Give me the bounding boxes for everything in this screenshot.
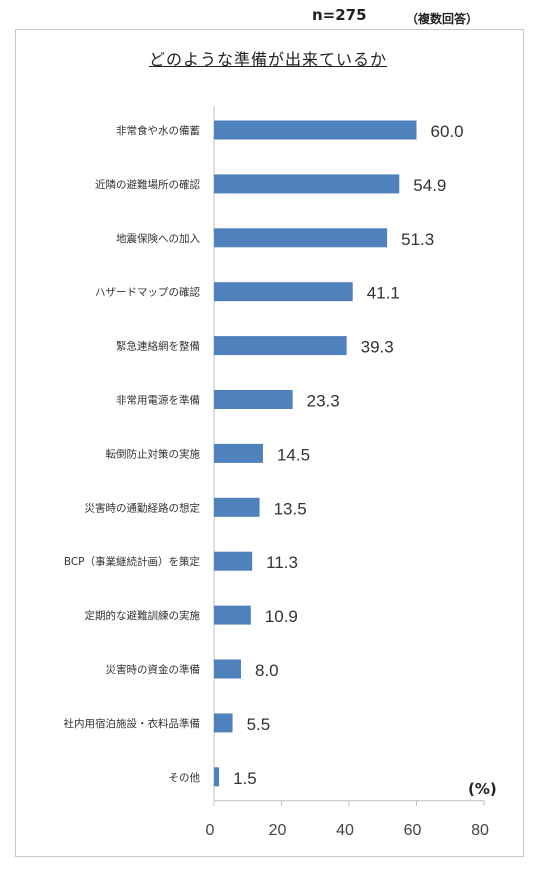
x-tick-label: 80 [471, 822, 489, 839]
value-label: 23.3 [307, 392, 340, 411]
bar [214, 443, 263, 463]
bar [214, 659, 241, 679]
x-tick-label: 0 [206, 822, 215, 839]
value-label: 54.9 [413, 176, 446, 195]
category-label: 災害時の資金の準備 [106, 663, 201, 676]
sample-size: n=275 [312, 6, 367, 24]
value-label: 11.3 [266, 553, 298, 572]
x-tick-label: 60 [404, 822, 422, 839]
chart-frame [15, 29, 524, 857]
value-label: 60.0 [431, 122, 464, 141]
category-label: BCP（事業継続計画）を策定 [64, 555, 201, 568]
x-tick-label: 40 [336, 822, 354, 839]
value-label: 1.5 [233, 769, 257, 788]
bar [214, 713, 233, 733]
category-label: 近隣の避難場所の確認 [95, 178, 200, 191]
bar [214, 497, 260, 517]
value-label: 51.3 [401, 230, 434, 249]
category-label: 転倒防止対策の実施 [106, 447, 201, 460]
unit-label: (%) [468, 780, 497, 798]
value-label: 39.3 [361, 338, 394, 357]
value-label: 14.5 [277, 445, 310, 464]
category-label: 緊急連絡網を整備 [116, 340, 200, 353]
category-label: 非常用電源を準備 [116, 394, 200, 407]
category-label: 定期的な避難訓練の実施 [85, 609, 201, 622]
bar [214, 767, 220, 787]
chart-title: どのような準備が出来ているか [148, 50, 387, 69]
bar [214, 228, 388, 248]
category-label: ハザードマップの確認 [95, 286, 200, 299]
bar [214, 390, 293, 409]
bar [214, 282, 353, 302]
category-label: 地震保険への加入 [116, 232, 200, 245]
multiple-answer-note: （複数回答） [406, 12, 479, 26]
bar [214, 551, 253, 571]
value-label: 13.5 [274, 499, 307, 518]
value-label: 8.0 [255, 661, 279, 680]
bar [214, 336, 347, 356]
bar [214, 174, 400, 194]
bar [214, 120, 417, 140]
bar [214, 605, 251, 625]
value-label: 10.9 [265, 607, 298, 626]
category-label: その他 [169, 771, 201, 784]
value-label: 5.5 [247, 715, 271, 734]
category-label: 非常食や水の備蓄 [116, 124, 200, 137]
x-tick-label: 20 [269, 822, 287, 839]
category-label: 災害時の通勤経路の想定 [85, 501, 201, 514]
category-label: 社内用宿泊施設・衣料品準備 [64, 717, 201, 730]
value-label: 41.1 [367, 284, 400, 303]
